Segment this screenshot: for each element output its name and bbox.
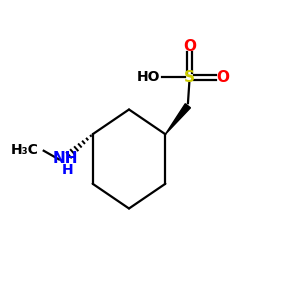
Text: S: S: [184, 70, 195, 85]
Text: H: H: [62, 163, 74, 177]
Polygon shape: [165, 104, 190, 134]
Text: O: O: [216, 70, 229, 85]
Text: O: O: [183, 39, 196, 54]
Text: NH: NH: [53, 151, 78, 166]
Text: H₃C: H₃C: [11, 143, 39, 157]
Text: HO: HO: [137, 70, 160, 84]
